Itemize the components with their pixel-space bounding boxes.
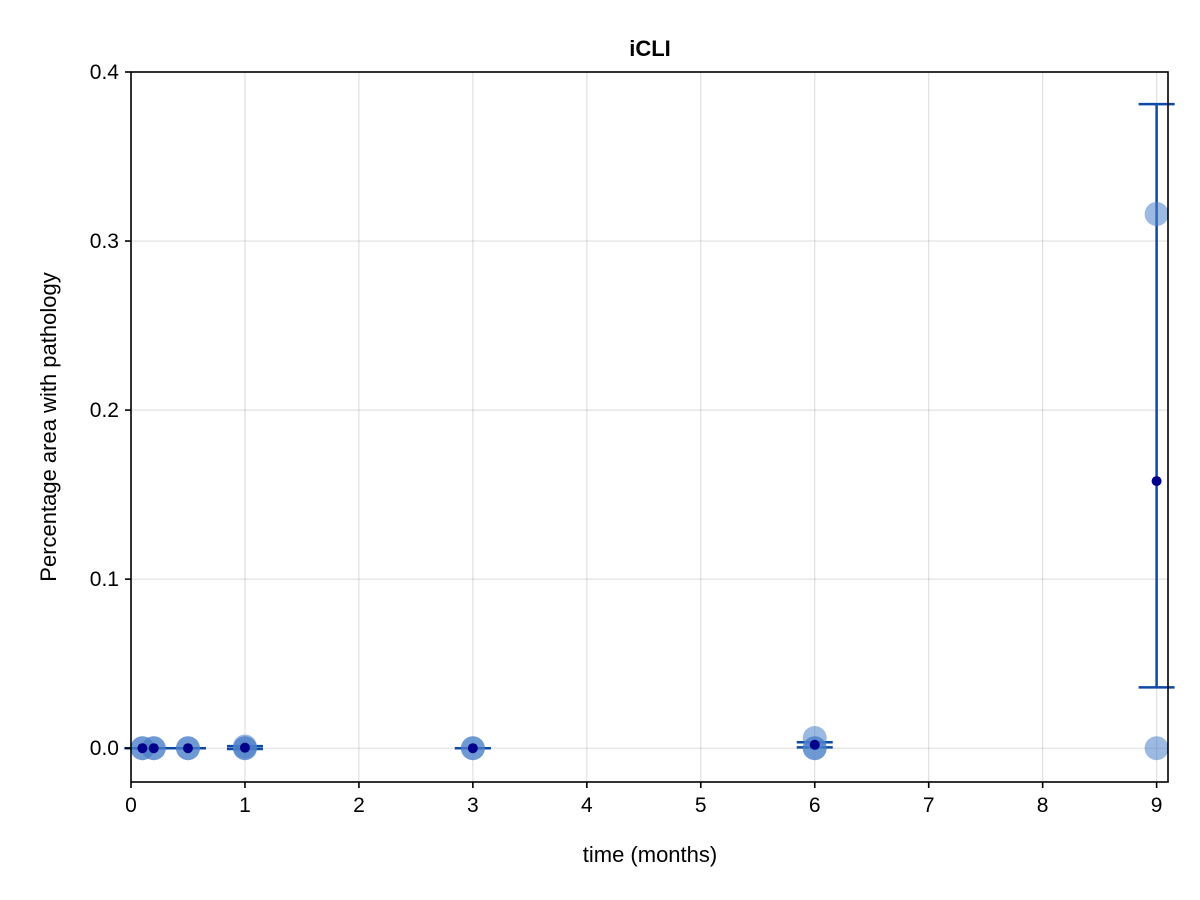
mean-point bbox=[467, 743, 478, 754]
y-tick-label: 0.2 bbox=[90, 399, 119, 422]
mean-point bbox=[182, 743, 193, 754]
y-axis-label: Percentage area with pathology bbox=[36, 272, 61, 581]
x-tick-label: 7 bbox=[923, 794, 935, 817]
y-tick-label: 0.1 bbox=[90, 568, 119, 591]
mean-markers bbox=[137, 476, 1162, 754]
x-tick-label: 3 bbox=[467, 794, 479, 817]
x-axis-label: time (months) bbox=[583, 842, 717, 867]
y-tick-label: 0.4 bbox=[90, 61, 120, 84]
x-tick-label: 1 bbox=[239, 794, 251, 817]
chart-title: iCLI bbox=[629, 36, 671, 61]
y-tick-label: 0.0 bbox=[90, 737, 119, 760]
plot-frame bbox=[130, 71, 1169, 783]
x-tick-label: 0 bbox=[125, 794, 137, 817]
x-tick-label: 4 bbox=[581, 794, 593, 817]
mean-point bbox=[1151, 476, 1162, 487]
mean-point bbox=[148, 743, 159, 754]
grid bbox=[131, 72, 1168, 782]
data-point bbox=[1144, 202, 1169, 226]
y-axis-ticks: 0.0 0.1 0.2 0.3 0.4 bbox=[90, 61, 131, 760]
x-tick-label: 5 bbox=[695, 794, 707, 817]
data-point bbox=[802, 726, 827, 751]
mean-point bbox=[137, 743, 148, 754]
y-tick-label: 0.3 bbox=[90, 230, 119, 253]
mean-point bbox=[239, 742, 250, 753]
x-tick-label: 8 bbox=[1037, 794, 1049, 817]
x-tick-label: 2 bbox=[353, 794, 365, 817]
data-point bbox=[1144, 736, 1169, 761]
x-tick-label: 6 bbox=[809, 794, 821, 817]
data-points bbox=[130, 202, 1169, 761]
error-bars bbox=[124, 102, 1175, 751]
mean-point bbox=[809, 739, 820, 750]
x-tick-label: 9 bbox=[1151, 794, 1163, 817]
x-axis-ticks: 0 1 2 3 4 5 6 7 8 9 bbox=[125, 782, 1162, 817]
